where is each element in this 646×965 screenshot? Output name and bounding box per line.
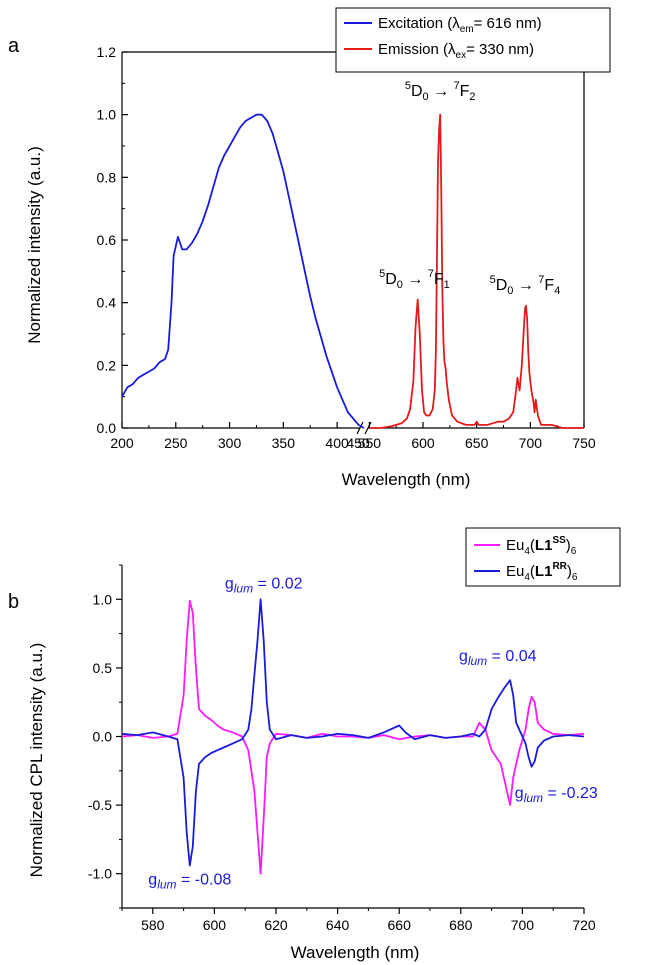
glum-annotation: glum = 0.04 — [459, 648, 537, 668]
x-tick-label: 580 — [141, 917, 165, 933]
panel-a-y-axis-label: Normalized intensity (a.u.) — [25, 146, 44, 343]
x-tick-label: 600 — [203, 917, 227, 933]
y-tick-label: 0.6 — [97, 232, 117, 248]
emission-series-line — [369, 113, 584, 429]
panel-a-x-axis-label: Wavelength (nm) — [342, 470, 471, 489]
glum-annotation: glum = -0.08 — [148, 872, 231, 892]
transition-annotation: 5D0 → 7F1 — [379, 268, 450, 291]
x-tick-label: 640 — [326, 917, 350, 933]
x-tick-label: 660 — [388, 917, 412, 933]
x-tick-label: 750 — [572, 435, 596, 451]
panel-b: b 580 600 620 640 660 680 700 720 -1.0 -0.5 0.0 0.5… — [8, 527, 621, 962]
y-tick-label: 1.0 — [93, 591, 113, 607]
panel-a-series — [121, 113, 584, 429]
panel-a-label: a — [8, 35, 20, 57]
x-tick-label: 300 — [218, 435, 242, 451]
x-tick-label: 620 — [264, 917, 288, 933]
panel-b-x-axis-label: Wavelength (nm) — [291, 943, 420, 962]
legend-box — [335, 7, 611, 73]
panel-a-legend: Excitation (λem= 616 nm) Emission (λex= 3… — [335, 7, 611, 73]
y-tick-label: 0.2 — [97, 357, 117, 373]
ss-series-line — [121, 599, 585, 875]
axis-break-mark — [356, 421, 364, 435]
y-tick-label: 0.0 — [93, 729, 113, 745]
glum-annotation: glum = 0.02 — [225, 575, 303, 595]
y-tick-label: 1.2 — [97, 44, 117, 60]
x-tick-label: 650 — [465, 435, 489, 451]
y-tick-label: -0.5 — [88, 797, 112, 813]
x-tick-label: 400 — [325, 435, 349, 451]
x-tick-label: 550 — [358, 435, 382, 451]
y-tick-label: 0.8 — [97, 169, 117, 185]
x-tick-label: 600 — [411, 435, 435, 451]
x-tick-label: 200 — [110, 435, 134, 451]
x-tick-label: 720 — [572, 917, 596, 933]
x-tick-label: 250 — [164, 435, 188, 451]
x-tick-label: 450 — [346, 435, 370, 451]
panel-b-annotations: glum = 0.02 glum = 0.04 glum = -0.23 glum =… — [148, 575, 598, 891]
y-tick-label: -1.0 — [88, 866, 112, 882]
legend-entry: Eu4(L1SS)6 — [506, 535, 577, 557]
panel-a-annotations: 5D0 → 7F2 5D0 → 7F1 5D0 → 7F4 — [379, 80, 560, 297]
x-tick-label: 700 — [511, 917, 535, 933]
legend-entry: Eu4(L1RR)6 — [506, 561, 578, 583]
x-tick-label: 680 — [449, 917, 473, 933]
glum-annotation: glum = -0.23 — [515, 785, 598, 805]
y-tick-label: 0.4 — [97, 295, 117, 311]
x-tick-label: 350 — [272, 435, 296, 451]
excitation-series-line — [121, 113, 365, 429]
transition-annotation: 5D0 → 7F4 — [490, 274, 561, 297]
panel-b-legend: Eu4(L1SS)6 Eu4(L1RR)6 — [465, 527, 621, 587]
legend-box — [465, 527, 621, 587]
panel-b-label: b — [8, 591, 19, 613]
panel-b-y-axis-label: Normalized CPL intensity (a.u.) — [27, 643, 46, 878]
y-tick-label: 0.5 — [93, 660, 113, 676]
legend-entry: Emission (λex= 330 nm) — [378, 41, 534, 61]
panel-b-series — [121, 598, 585, 875]
rr-series-line — [121, 598, 585, 867]
panel-b-axes: 580 600 620 640 660 680 700 720 -1.0 -0.5 0.0 0.5 1.… — [88, 564, 596, 933]
x-tick-label: 700 — [519, 435, 543, 451]
legend-entry: Excitation (λem= 616 nm) — [378, 15, 542, 35]
axis-break-mark — [364, 421, 372, 435]
y-tick-label: 0.0 — [97, 420, 117, 436]
y-tick-label: 1.0 — [97, 107, 117, 123]
transition-annotation: 5D0 → 7F2 — [405, 80, 476, 103]
